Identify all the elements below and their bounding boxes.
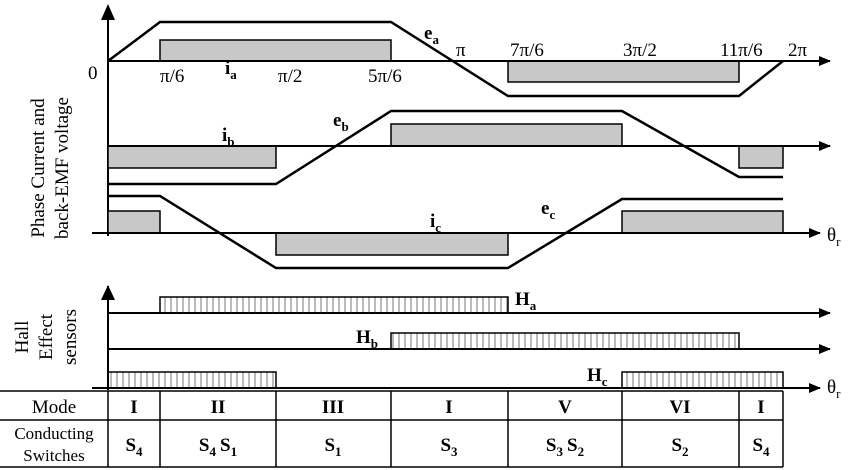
label-eb: eb: [333, 110, 349, 134]
switch-cell-4: S3: [440, 435, 458, 459]
tick-0: 0: [88, 63, 98, 84]
lower-y-label-line3: sensors: [60, 309, 81, 365]
hc-high-pulse-2: [621, 371, 784, 389]
mode-cell-7: I: [757, 397, 764, 418]
label-ec: ec: [541, 198, 555, 222]
label-ha: Ha: [515, 289, 537, 313]
label-ic: ic: [430, 211, 441, 235]
upper-y-axis-arrow-icon: [101, 4, 115, 20]
eb-waveform: [108, 109, 783, 186]
label-hb: Hb: [356, 327, 378, 351]
lower-y-label-line1: Hall: [12, 321, 33, 354]
switch-row-label-line1: Conducting: [14, 424, 94, 443]
label-ea: ea: [424, 23, 439, 47]
switch-cell-1: S4: [125, 435, 143, 459]
tick-pi6: π/6: [160, 66, 184, 87]
table-column-dividers: [107, 391, 784, 467]
ic-positive-block-1: [107, 210, 161, 234]
tick-7pi6: 7π/6: [510, 40, 544, 61]
ib-negative-block-1: [107, 145, 277, 169]
mode-cell-5: V: [558, 397, 572, 418]
lower-y-axis-arrow-icon: [101, 285, 115, 300]
switch-cell-6: S2: [671, 435, 688, 459]
ha-high-pulse: [159, 296, 509, 314]
ib-positive-block: [390, 123, 623, 147]
tick-pi: π: [456, 40, 466, 61]
label-hc: Hc: [587, 365, 608, 389]
tick-pi2: π/2: [278, 66, 302, 87]
ic-positive-block-2: [621, 210, 784, 234]
upper-y-label-line1: Phase Current and: [28, 98, 49, 238]
tick-3pi2: 3π/2: [623, 40, 657, 61]
hb-high-pulse: [390, 332, 740, 350]
mode-cell-3: III: [322, 397, 344, 418]
ic-negative-block: [275, 232, 509, 256]
switch-cell-2: S4 S1: [199, 435, 237, 459]
theta-main-label: θr: [827, 225, 841, 249]
ec-waveform: [108, 194, 783, 270]
label-ib: ib: [222, 125, 235, 149]
tick-11pi6: 11π/6: [720, 40, 763, 61]
mode-cell-1: I: [130, 397, 137, 418]
switch-cell-5: S3 S2: [546, 435, 584, 459]
ib-negative-block-2: [738, 145, 784, 169]
switch-row-label-line2: Switches: [23, 446, 84, 465]
ia-positive-block: [159, 39, 392, 62]
hc-high-pulse-1: [107, 371, 277, 389]
tick-2pi: 2π: [788, 40, 808, 61]
mode-cell-4: I: [445, 397, 452, 418]
upper-y-label-line2: back-EMF voltage: [52, 97, 73, 239]
mode-cell-2: II: [211, 397, 226, 418]
ia-negative-block: [507, 60, 740, 83]
mode-cell-6: VI: [669, 397, 690, 418]
theta-hall-label: θr: [827, 377, 841, 401]
lower-y-label-line2: Effect: [36, 313, 57, 360]
ea-waveform: [107, 20, 784, 98]
switch-cell-3: S1: [324, 435, 341, 459]
label-ia: ia: [225, 58, 237, 82]
switch-cell-7: S4: [752, 435, 770, 459]
tick-5pi6: 5π/6: [368, 66, 402, 87]
mode-row-label: Mode: [32, 397, 76, 418]
